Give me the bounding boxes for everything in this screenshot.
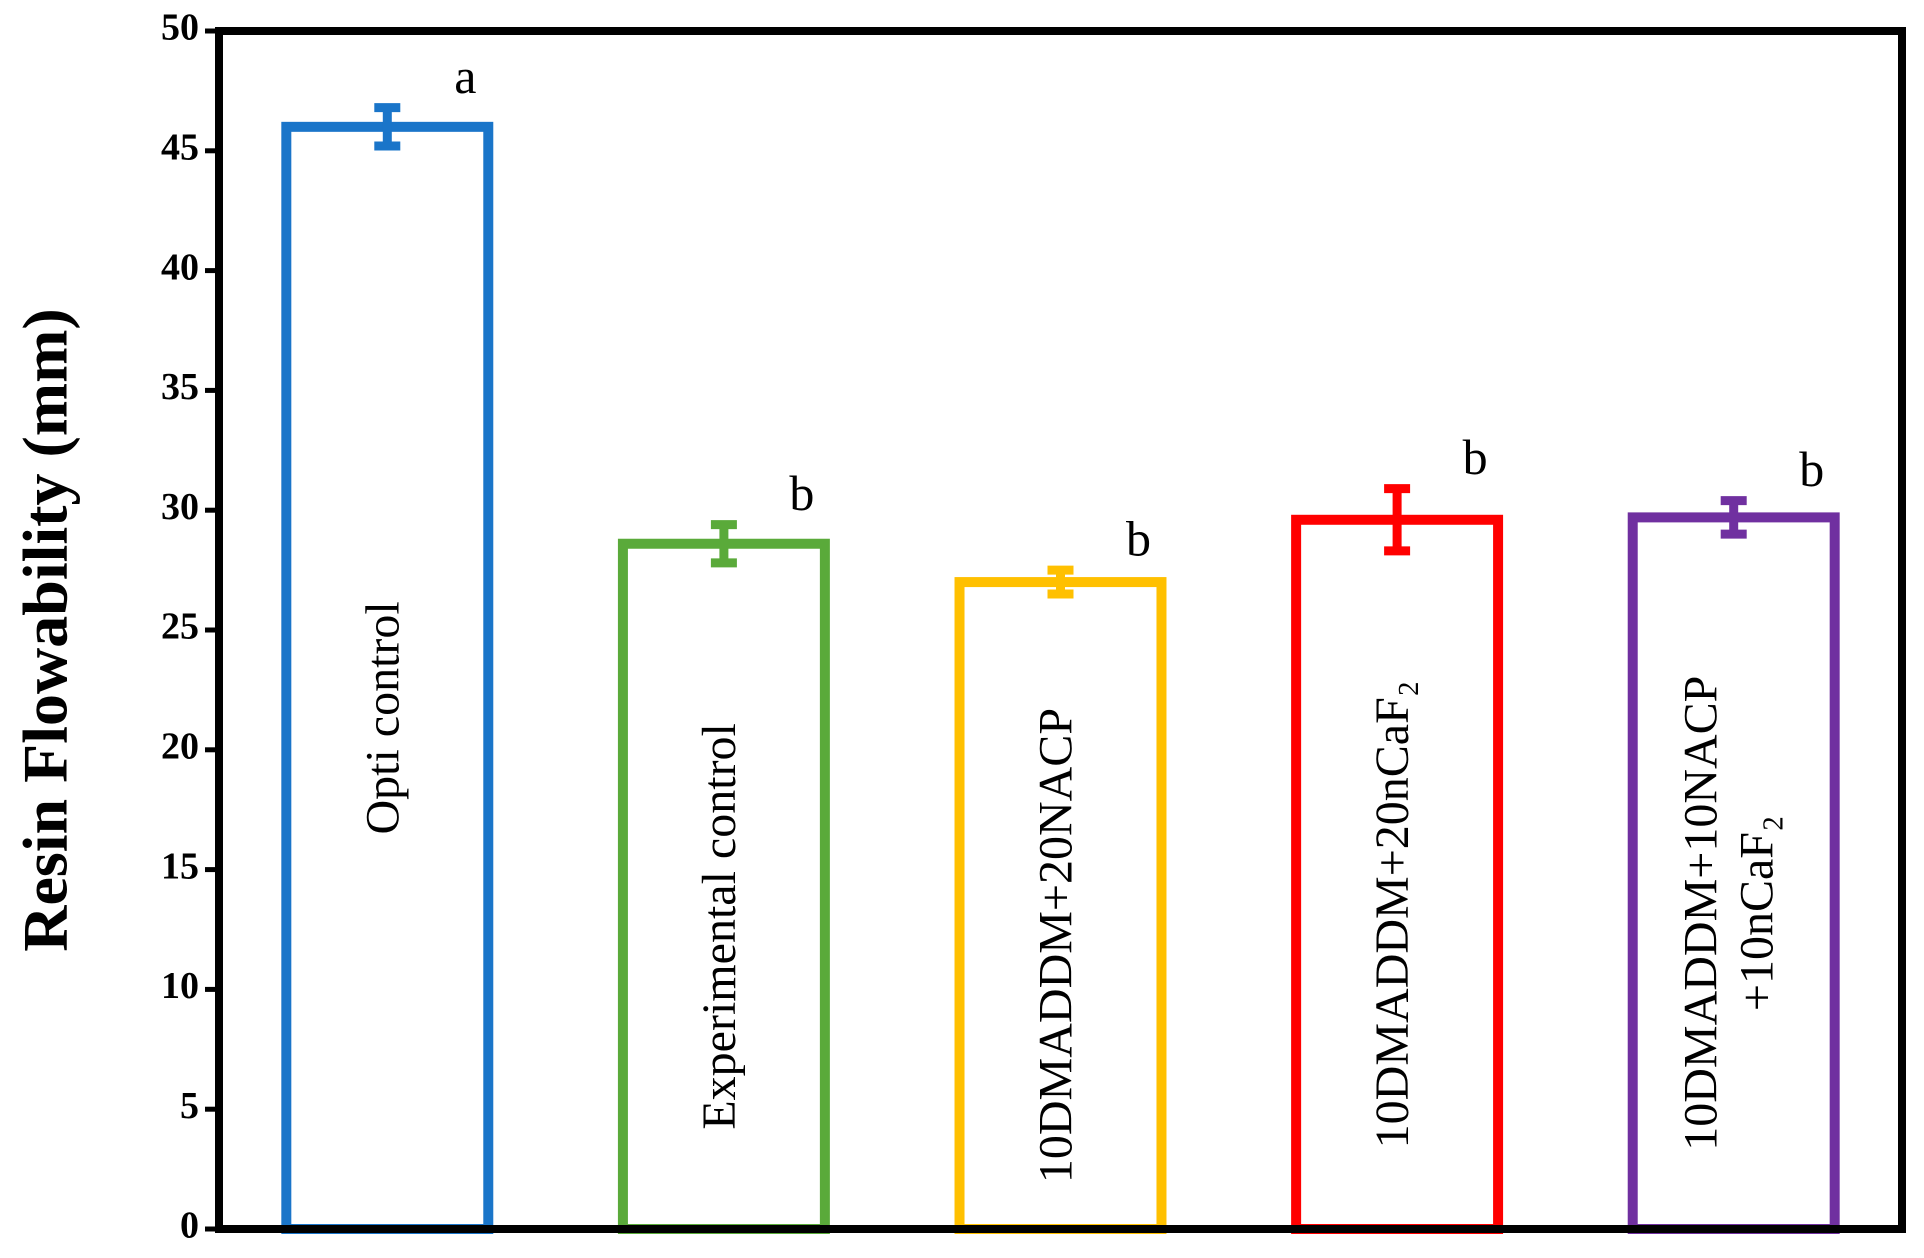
category-label: Opti control xyxy=(356,601,409,834)
y-tick-label: 10 xyxy=(161,965,199,1007)
error-bar xyxy=(1047,565,1074,599)
error-bar xyxy=(1384,484,1411,556)
bar xyxy=(1291,514,1504,1234)
category-label: 10DMADDM+20nCaF₂ xyxy=(1366,680,1419,1148)
significance-letter: b xyxy=(1126,511,1151,567)
y-tick-label: 35 xyxy=(161,366,199,408)
significance-letter: b xyxy=(1799,441,1824,497)
error-bar xyxy=(374,103,401,151)
significance-letter: b xyxy=(789,465,814,521)
y-tick-label: 45 xyxy=(161,127,199,169)
y-axis-label: Resin Flowability (mm) xyxy=(10,308,81,952)
plot-frame xyxy=(215,27,1906,1233)
category-label: Experimental control xyxy=(693,723,746,1130)
y-tick-label: 5 xyxy=(180,1085,199,1127)
category-label: 10DMADDM+10NACP+10nCaF₂ xyxy=(1675,676,1784,1151)
category-label: 10DMADDM+20NACP xyxy=(1030,708,1083,1183)
y-tick-label: 15 xyxy=(161,845,199,887)
significance-letter: b xyxy=(1463,429,1488,485)
y-tick-label: 50 xyxy=(161,7,199,49)
y-tick-label: 0 xyxy=(180,1205,199,1247)
significance-letter: a xyxy=(454,48,476,104)
y-tick-label: 30 xyxy=(161,486,199,528)
bar xyxy=(281,121,494,1235)
error-bar xyxy=(710,520,737,568)
y-tick-label: 20 xyxy=(161,726,199,768)
error-bar xyxy=(1720,496,1747,539)
y-tick-label: 25 xyxy=(161,606,199,648)
bar xyxy=(617,538,830,1234)
y-tick-label: 40 xyxy=(161,246,199,288)
